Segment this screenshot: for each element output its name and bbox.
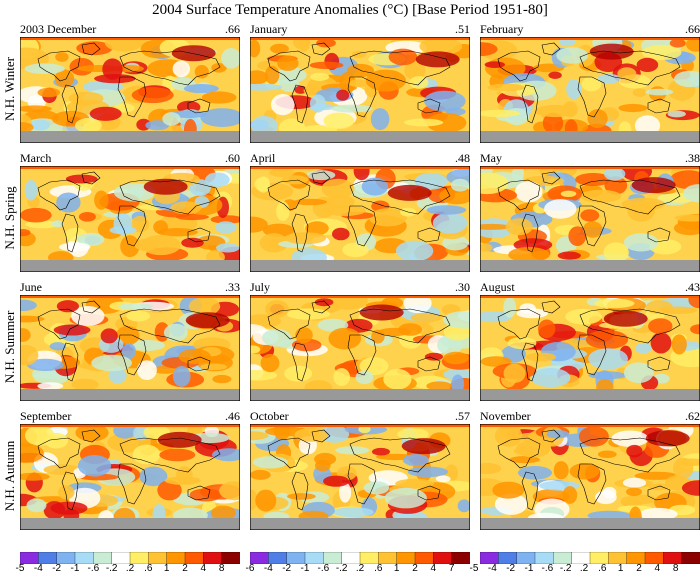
panel-month-label: March xyxy=(20,151,52,165)
scale-tick-label: 1 xyxy=(393,563,400,574)
map-panel-jan: January .51 xyxy=(250,22,470,143)
season-label-winter: N.H. Winter xyxy=(2,56,17,121)
season-label-spring: N.H. Spring xyxy=(2,185,17,250)
map-panel-aug: August .43 xyxy=(480,280,700,401)
scale-tick-label: 4 xyxy=(200,563,207,574)
panel-global-mean: .48 xyxy=(455,151,470,165)
map-panel-nov: November .62 xyxy=(480,409,700,530)
panel-month-label: October xyxy=(250,409,289,423)
scale-tick-label: -.2 xyxy=(335,563,348,574)
scale-tick-label: 2 xyxy=(636,563,642,574)
panel-global-mean: .62 xyxy=(685,409,700,423)
scale-tick-label: -.6 xyxy=(87,563,100,574)
figure-title: 2004 Surface Temperature Anomalies (°C) … xyxy=(152,2,548,18)
scale-tick-label: -2 xyxy=(506,563,516,574)
map-panel-dec: 2003 December .66 xyxy=(20,22,240,143)
panel-global-mean: .33 xyxy=(225,280,240,294)
anomaly-map xyxy=(250,37,470,143)
scale-tick-label: 8 xyxy=(218,563,225,574)
color-scale-left xyxy=(20,552,240,564)
scale-tick-label: 2 xyxy=(412,563,418,574)
scale-tick-label: -5 xyxy=(15,563,25,574)
scale-tick-label: -5 xyxy=(469,563,479,574)
panel-global-mean: .30 xyxy=(455,280,470,294)
panel-global-mean: .46 xyxy=(225,409,240,423)
panel-global-mean: .43 xyxy=(685,280,700,294)
scale-tick-label: -1 xyxy=(524,563,534,574)
map-panel-apr: April .48 xyxy=(250,151,470,272)
scale-tick-label: .2 xyxy=(579,563,589,574)
panel-global-mean: .38 xyxy=(685,151,700,165)
anomaly-map xyxy=(20,166,240,272)
scale-tick-label: -.2 xyxy=(105,563,118,574)
scale-tick-label: -2 xyxy=(282,563,292,574)
season-label-autumn: N.H. Autumn xyxy=(2,440,17,511)
anomaly-map xyxy=(480,424,700,530)
scale-swatch xyxy=(681,552,700,564)
panel-month-label: June xyxy=(20,280,42,294)
color-scale-ticks-left: -5 -4 -2 -1 -.6 -.2 .2 .6 1 2 4 8 xyxy=(14,563,246,574)
scale-tick-label: -2 xyxy=(52,563,62,574)
scale-tick-label: 4 xyxy=(430,563,437,574)
panel-month-label: November xyxy=(480,409,531,423)
anomaly-map xyxy=(480,37,700,143)
scale-tick-label: -6 xyxy=(245,563,255,574)
scale-tick-label: .2 xyxy=(355,563,365,574)
panel-month-label: February xyxy=(480,22,524,36)
anomaly-map xyxy=(20,295,240,401)
panel-global-mean: .66 xyxy=(225,22,240,36)
scale-swatch xyxy=(451,552,470,564)
panel-month-label: April xyxy=(250,151,276,165)
anomaly-map xyxy=(20,424,240,530)
panel-month-label: September xyxy=(20,409,72,423)
scale-tick-label: 8 xyxy=(672,563,679,574)
anomaly-map xyxy=(480,166,700,272)
panel-global-mean: .57 xyxy=(455,409,470,423)
panel-month-label: 2003 December xyxy=(20,22,97,36)
map-panel-may: May .38 xyxy=(480,151,700,272)
map-panel-oct: October .57 xyxy=(250,409,470,530)
anomaly-map xyxy=(480,295,700,401)
map-panel-sep: September .46 xyxy=(20,409,240,530)
panel-month-label: May xyxy=(480,151,502,165)
scale-tick-label: -1 xyxy=(300,563,310,574)
scale-tick-label: -.6 xyxy=(541,563,554,574)
panel-month-label: August xyxy=(480,280,515,294)
scale-tick-label: .6 xyxy=(374,563,383,574)
scale-tick-label: 4 xyxy=(654,563,661,574)
scale-tick-label: -.2 xyxy=(559,563,572,574)
anomaly-map xyxy=(250,424,470,530)
anomaly-map xyxy=(250,166,470,272)
panel-month-label: July xyxy=(250,280,271,294)
map-panel-jun: June .33 xyxy=(20,280,240,401)
color-scale-right xyxy=(480,552,700,564)
scale-tick-label: -.6 xyxy=(317,563,330,574)
anomaly-map xyxy=(250,295,470,401)
scale-tick-label: 1 xyxy=(617,563,624,574)
panel-global-mean: .66 xyxy=(685,22,700,36)
scale-tick-label: .2 xyxy=(125,563,135,574)
scale-tick-label: 1 xyxy=(163,563,170,574)
panel-month-label: January xyxy=(250,22,288,36)
anomaly-map xyxy=(20,37,240,143)
scale-tick-label: -1 xyxy=(70,563,80,574)
scale-tick-label: -4 xyxy=(263,563,273,574)
panel-global-mean: .60 xyxy=(225,151,240,165)
scale-tick-label: .6 xyxy=(598,563,607,574)
map-panel-mar: March .60 xyxy=(20,151,240,272)
scale-tick-label: 7 xyxy=(448,563,455,574)
season-label-summer: N.H. Summer xyxy=(2,310,17,383)
map-panel-feb: February .66 xyxy=(480,22,700,143)
panel-global-mean: .51 xyxy=(455,22,470,36)
color-scale-ticks-middle: -6 -4 -2 -1 -.6 -.2 .2 .6 1 2 4 7 xyxy=(244,563,476,574)
scale-tick-label: -4 xyxy=(33,563,43,574)
map-panel-jul: July .30 xyxy=(250,280,470,401)
scale-tick-label: -4 xyxy=(487,563,497,574)
color-scale-middle xyxy=(250,552,470,564)
scale-swatch xyxy=(221,552,240,564)
color-scale-ticks-right: -5 -4 -2 -1 -.6 -.2 .2 .6 1 2 4 8 xyxy=(468,563,700,574)
scale-tick-label: 2 xyxy=(182,563,188,574)
scale-tick-label: .6 xyxy=(144,563,153,574)
